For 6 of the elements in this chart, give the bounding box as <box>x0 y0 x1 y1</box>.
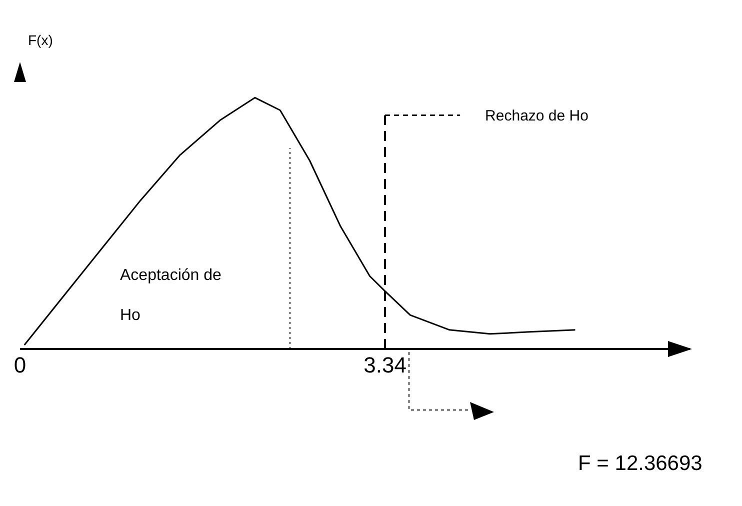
text: F = 12.36693 <box>578 452 702 476</box>
x-tick-label: 3.34 <box>364 352 406 378</box>
y-axis-title: F(x) <box>28 32 53 48</box>
ref-line-label: Rechazo de Ho <box>485 107 588 124</box>
x-tick-label: 0 <box>14 352 26 378</box>
text: Aceptación de Ho <box>120 267 222 324</box>
